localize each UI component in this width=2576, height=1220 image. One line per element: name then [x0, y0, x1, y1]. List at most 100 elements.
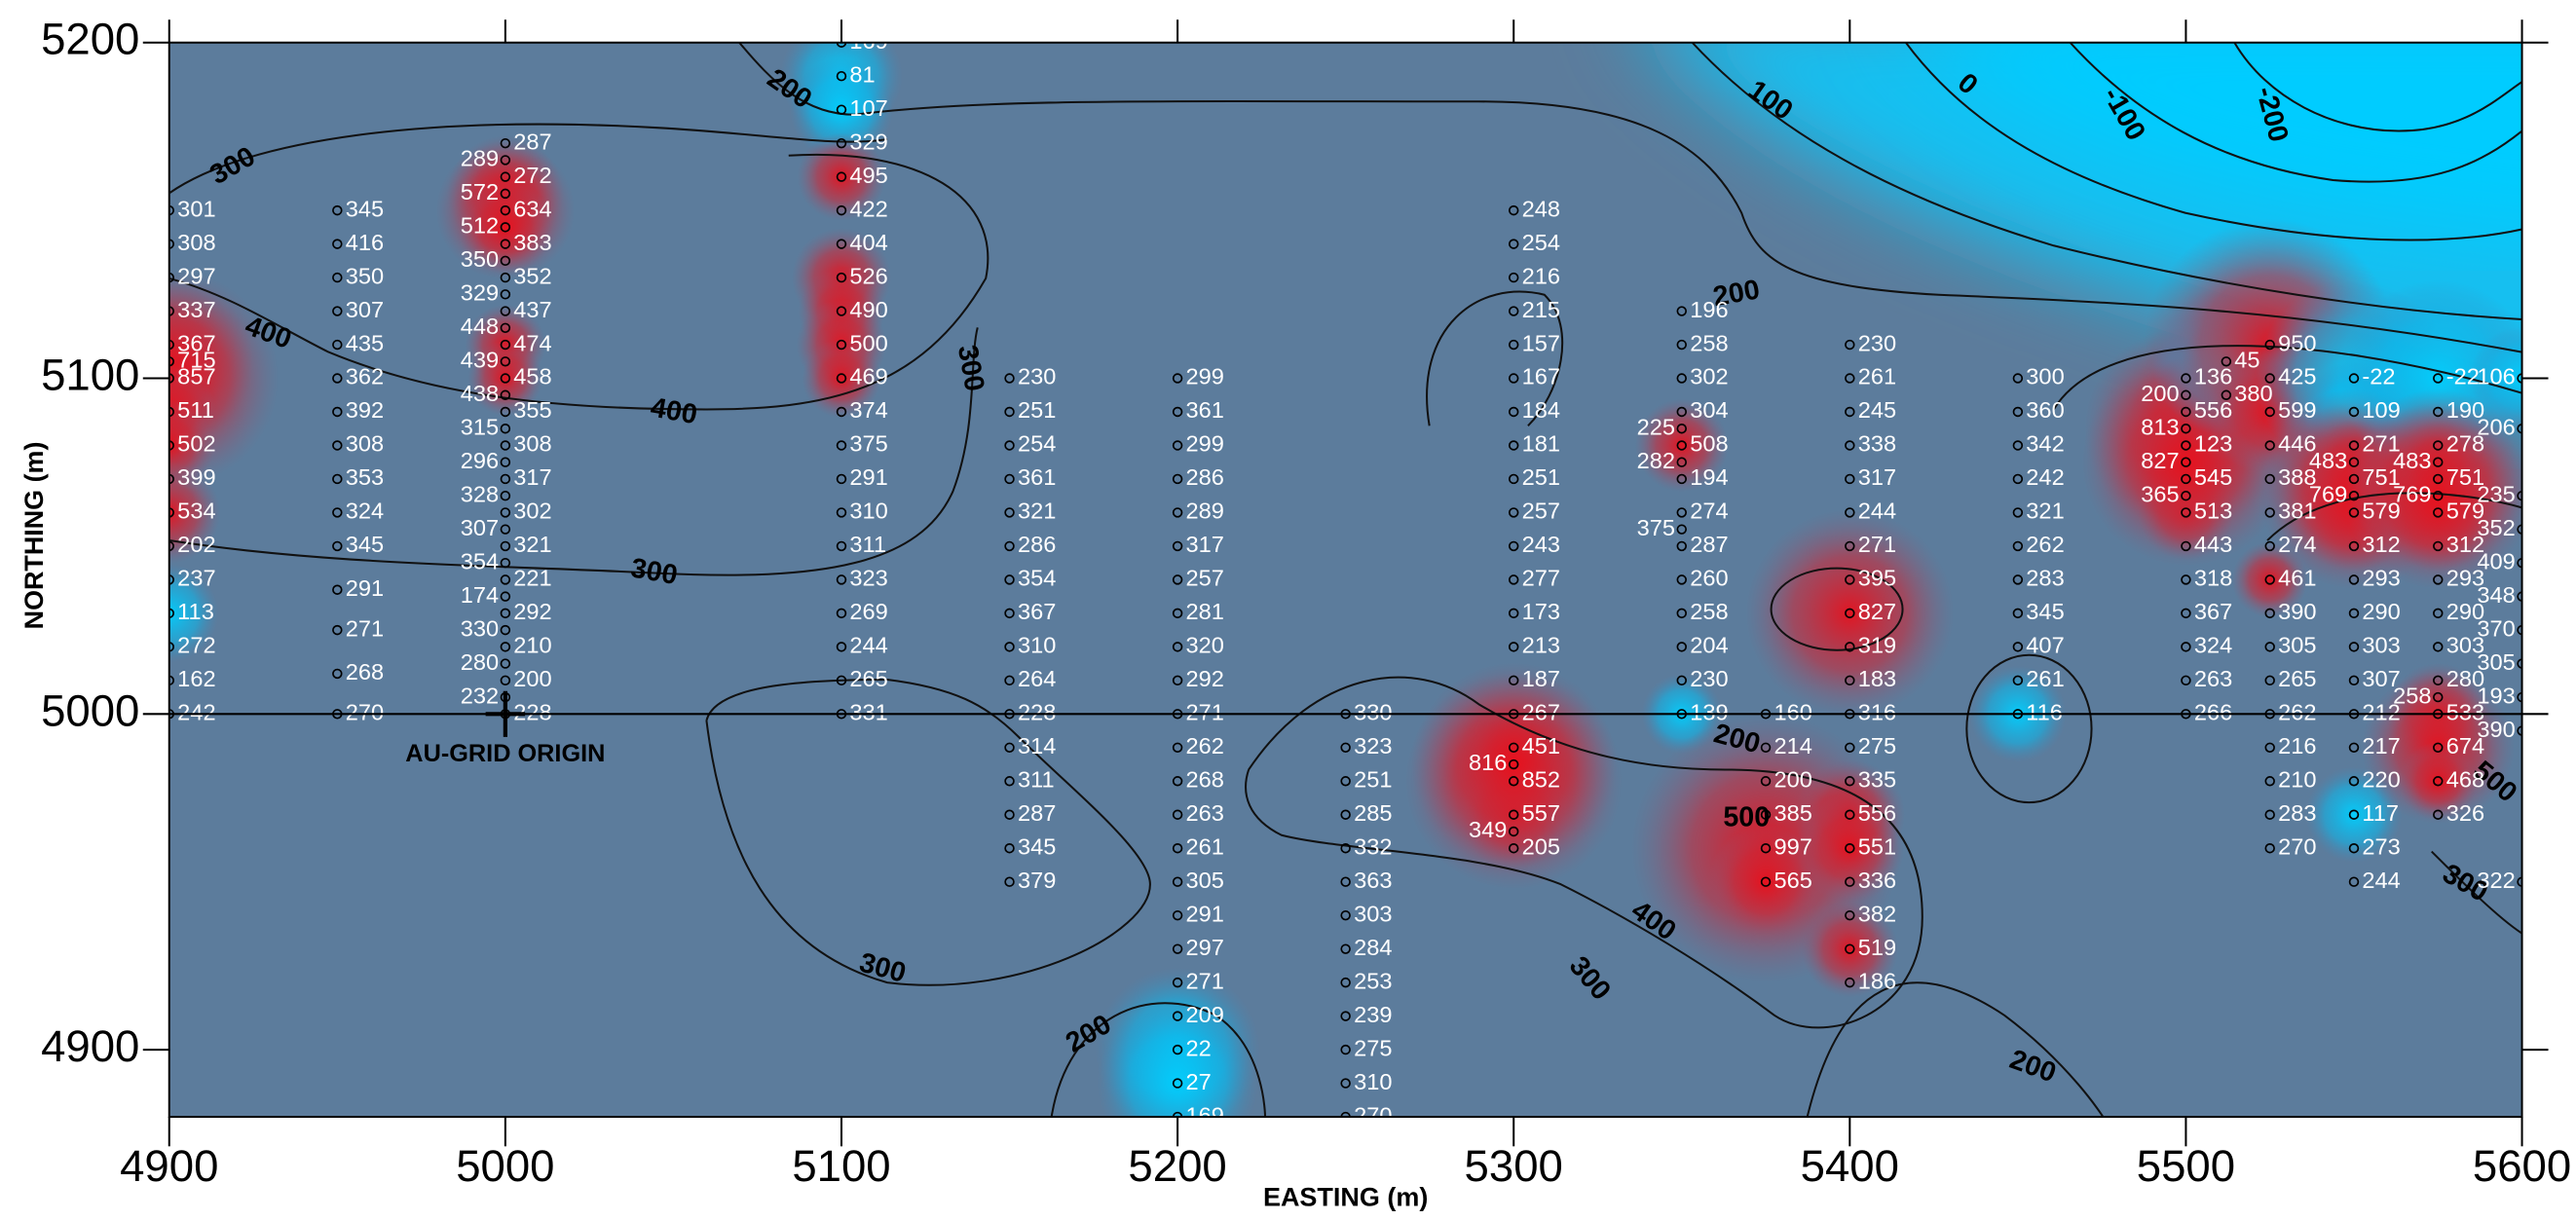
station-value: 136: [2194, 364, 2232, 389]
station-value: 565: [1773, 868, 1811, 893]
station-value: 261: [1858, 364, 1896, 389]
station-value: 354: [461, 548, 499, 573]
station-value: 448: [461, 314, 499, 339]
station-value: 511: [177, 397, 214, 423]
station-value: 196: [1690, 297, 1728, 322]
station-value: 242: [2026, 464, 2064, 490]
station-value: 395: [1858, 566, 1896, 591]
station-value: 374: [849, 397, 887, 423]
station-value: 311: [1018, 767, 1055, 793]
anomaly-high: [1745, 509, 1954, 718]
station-value: 307: [346, 297, 384, 322]
station-value: 557: [1522, 800, 1560, 826]
station-value: 997: [1773, 833, 1811, 859]
station-value: 157: [1522, 330, 1560, 355]
station-value: 556: [2194, 397, 2232, 423]
station-value: 260: [1690, 566, 1728, 591]
station-value: 244: [2362, 868, 2400, 893]
station-value: 262: [2278, 700, 2316, 725]
station-value: 213: [1522, 633, 1560, 658]
station-value: 468: [2446, 767, 2484, 793]
station-value: 303: [1354, 901, 1392, 926]
station-value: 352: [2477, 515, 2515, 540]
station-value: 253: [1354, 968, 1392, 993]
plot-root: 3004002003004003003002002004003005002003…: [19, 0, 2576, 1211]
station-value: 322: [2477, 868, 2515, 893]
station-value: 350: [346, 263, 384, 288]
station-value: 200: [513, 666, 551, 691]
station-value: 245: [1858, 397, 1896, 423]
station-value: 416: [346, 230, 384, 255]
station-value: 307: [461, 515, 499, 540]
station-value: 244: [849, 633, 887, 658]
station-value: 308: [177, 230, 215, 255]
station-value: 270: [1354, 1102, 1392, 1128]
station-value: 385: [1773, 800, 1811, 826]
station-value: 495: [849, 163, 887, 188]
station-value: 204: [1690, 633, 1728, 658]
station-value: 348: [2477, 582, 2515, 608]
station-value: 483: [2309, 448, 2347, 473]
station-value: 257: [1186, 566, 1224, 591]
x-tick-label: 4900: [120, 1141, 218, 1191]
station-value: 827: [1858, 599, 1896, 624]
station-value: 291: [849, 464, 887, 490]
station-value: 321: [1018, 499, 1056, 524]
station-value: 187: [1522, 666, 1560, 691]
station-value: 271: [1186, 700, 1224, 725]
station-value: 268: [1186, 767, 1224, 793]
station-value: 117: [2362, 800, 2399, 826]
station-value: 317: [1186, 532, 1224, 557]
station-value: 474: [513, 330, 551, 355]
station-value: 184: [1522, 397, 1560, 423]
station-value: 210: [2278, 767, 2316, 793]
station-value: 508: [1690, 431, 1728, 457]
station-value: 254: [1018, 431, 1056, 457]
station-value: 367: [1018, 599, 1056, 624]
station-value: 361: [1186, 397, 1224, 423]
station-value: -22: [2362, 364, 2395, 389]
station-value: 816: [1469, 750, 1507, 775]
station-value: 268: [346, 659, 384, 684]
plot-area: 3004002003004003003002002004003005002003…: [59, 0, 2576, 1164]
station-value: 281: [1186, 599, 1224, 624]
station-value: 437: [513, 297, 551, 322]
y-tick-label: 5200: [41, 15, 139, 64]
x-tick-label: 5000: [456, 1141, 554, 1191]
station-value: 572: [461, 179, 499, 204]
station-value: 345: [1018, 833, 1056, 859]
station-value: 277: [1522, 566, 1560, 591]
station-value: 216: [2278, 733, 2316, 758]
station-value: 160: [1773, 700, 1811, 725]
station-value: 310: [1354, 1069, 1392, 1094]
station-value: 230: [1858, 330, 1896, 355]
station-value: 329: [461, 280, 499, 306]
station-value: 469: [849, 364, 887, 389]
station-value: 291: [1186, 901, 1224, 926]
station-value: 308: [346, 431, 384, 457]
x-tick-label: 5100: [792, 1141, 890, 1191]
station-value: 425: [2278, 364, 2316, 389]
station-value: 950: [2278, 330, 2316, 355]
station-value: 315: [461, 414, 499, 439]
station-value: 375: [1637, 515, 1675, 540]
y-tick-label: 5000: [41, 685, 139, 735]
station-value: 258: [1690, 330, 1728, 355]
station-value: 297: [1186, 935, 1224, 960]
station-value: 263: [2194, 666, 2232, 691]
station-value: 443: [2194, 532, 2232, 557]
station-value: 235: [2477, 481, 2515, 506]
station-value: 338: [1858, 431, 1896, 457]
station-value: 261: [1186, 833, 1224, 859]
station-value: 258: [1690, 599, 1728, 624]
station-value: 435: [346, 330, 384, 355]
station-value: 217: [2362, 733, 2400, 758]
station-value: 210: [513, 633, 551, 658]
station-value: 599: [2278, 397, 2316, 423]
station-value: 264: [1018, 666, 1056, 691]
station-value: 335: [1858, 767, 1896, 793]
station-value: 271: [1858, 532, 1896, 557]
station-value: 451: [1522, 733, 1560, 758]
station-value: 857: [177, 364, 215, 389]
station-value: 399: [177, 464, 215, 490]
